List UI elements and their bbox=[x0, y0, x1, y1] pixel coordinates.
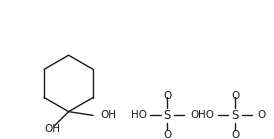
Text: OH: OH bbox=[44, 124, 60, 134]
Text: O: O bbox=[231, 91, 239, 101]
Text: S: S bbox=[164, 109, 171, 122]
Text: OH: OH bbox=[101, 110, 116, 120]
Text: O: O bbox=[163, 130, 172, 139]
Text: O: O bbox=[231, 130, 239, 139]
Text: HO: HO bbox=[198, 110, 214, 120]
Text: O: O bbox=[190, 110, 198, 120]
Text: O: O bbox=[163, 91, 172, 101]
Text: S: S bbox=[231, 109, 239, 122]
Text: HO: HO bbox=[131, 110, 147, 120]
Text: O: O bbox=[258, 110, 266, 120]
